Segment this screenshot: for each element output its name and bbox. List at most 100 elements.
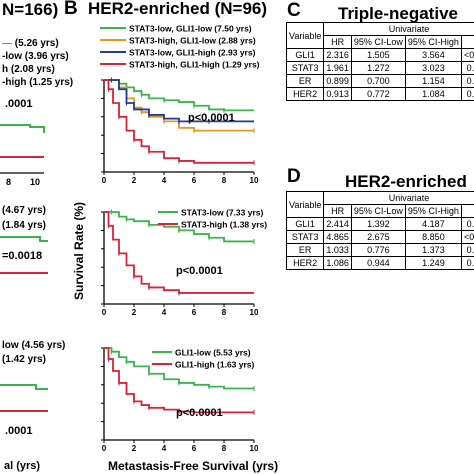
cell-p: 0.826 [460, 243, 474, 257]
panel-a-pvalue-2: =0.0018 [2, 250, 43, 262]
x-tick-label: 8 [222, 444, 227, 453]
cell-hr: 0.899 [323, 74, 352, 88]
panel-a-top-green-curve [0, 124, 45, 133]
cell-ci-low: 1.272 [350, 61, 406, 75]
panel-a-low-green-curve [0, 384, 48, 390]
cell-variable: STAT3 [285, 230, 325, 244]
km-curve-green [104, 79, 254, 112]
cell-ci-high: 1.154 [404, 74, 462, 88]
cell-hr: 2.316 [323, 48, 352, 62]
cell-ci-high: 1.249 [404, 256, 462, 270]
x-tick-label: 8 [222, 308, 227, 317]
x-tick-label: 6 [192, 444, 197, 453]
cell-hr: 1.086 [323, 256, 352, 270]
cell-variable: STAT3 [285, 61, 325, 75]
panel-a-low-legend-2: (1.42 yrs) [2, 354, 46, 365]
cell-variable: HER2 [285, 256, 325, 270]
cell-ci-high: 1.373 [404, 243, 462, 257]
x-tick-label: 2 [132, 444, 137, 453]
cell-ci-low: 0.776 [350, 243, 406, 257]
cell-ci-low: 0.700 [350, 74, 406, 88]
cell-variable: ER [285, 74, 325, 88]
cell-p: 0.400 [460, 74, 474, 88]
cell-hr: 1.033 [323, 243, 352, 257]
panel-b-title: HER2-enriched (N=96) [88, 0, 268, 18]
panel-a-pvalue-3: .0001 [5, 425, 33, 437]
panel-c-letter: C [287, 0, 301, 21]
panel-c-header-ci-low: 95% CI-Low [350, 35, 406, 49]
x-tick-label: 2 [132, 308, 137, 317]
panel-a-low-curves [0, 384, 48, 412]
x-tick-label: 6 [192, 308, 197, 317]
cell-ci-low: 0.944 [350, 256, 406, 270]
p-value-label: p<0.0001 [176, 265, 223, 277]
x-tick-label: 8 [222, 176, 227, 185]
panel-c-title: Triple-negative [338, 4, 458, 23]
cell-p: 0.002 [460, 61, 474, 75]
panel-d-header-ci-low: 95% CI-Low [350, 204, 406, 218]
cell-ci-high: 3.023 [404, 61, 462, 75]
panel-a-mid-green-curve [0, 236, 48, 242]
x-tick-label: 10 [250, 308, 259, 317]
cell-variable: HER2 [285, 87, 325, 101]
legend-label: STAT3-high (1.38 yrs) [181, 220, 267, 230]
p-value-label: p<0.0001 [188, 112, 235, 124]
cell-p: <0.001 [460, 48, 474, 62]
panel-d-header-variable: Variable [285, 191, 325, 218]
cell-variable: GLI1 [285, 217, 325, 231]
panel-a-top-curves [0, 124, 45, 174]
x-tick-label: 4 [162, 444, 167, 453]
km-curve-red [104, 211, 254, 294]
legend-label: STAT3-high, GLI1-low (2.88 yrs) [129, 36, 256, 46]
panel-c-table: Variable Univariate HR 95% CI-Low 95% CI… [285, 22, 474, 101]
x-tick-label: 10 [250, 444, 259, 453]
x-tick-label: 0 [102, 308, 107, 317]
x-tick-label: 4 [162, 308, 167, 317]
x-tick-label: 0 [102, 444, 107, 453]
panel-d-letter: D [287, 166, 301, 187]
panel-d-header-ci-high: 95% CI-High [404, 204, 462, 218]
cell-p: <0.001 [460, 230, 474, 244]
cell-hr: 1.961 [323, 61, 352, 75]
cell-ci-low: 1.505 [350, 48, 406, 62]
panel-c-header-variable: Variable [285, 22, 325, 49]
panel-a-mid-curves [0, 236, 48, 274]
cell-ci-low: 2.675 [350, 230, 406, 244]
legend-label: STAT3-low, GLI1-high (2.93 yrs) [129, 48, 256, 58]
panel-d-header-univariate: Univariate [323, 191, 474, 205]
x-tick-label: 10 [250, 176, 259, 185]
cell-p: 0.002 [460, 217, 474, 231]
legend-label: GLI1-low (5.53 yrs) [175, 348, 251, 358]
panel-a-top-tick-10: 10 [30, 177, 41, 187]
cell-ci-low: 1.392 [350, 217, 406, 231]
cell-ci-high: 1.084 [404, 87, 462, 101]
panel-a-pvalue-1: .0001 [5, 98, 33, 110]
panel-a-legend-2: -low (3.96 yrs) [2, 51, 69, 62]
cell-hr: 4.865 [323, 230, 352, 244]
cell-variable: ER [285, 243, 325, 257]
km-curve-orange [104, 79, 254, 132]
panel-d-table: Variable Univariate HR 95% CI-Low 95% CI… [285, 191, 474, 270]
cell-p: 0.298 [460, 87, 474, 101]
p-value-label: p<0.0001 [176, 407, 223, 419]
panel-c-header-p: p [460, 35, 474, 49]
panel-a-top-tick-8: 8 [6, 177, 12, 187]
panel-a-low-legend-1: low (4.56 yrs) [2, 340, 66, 351]
panel-a-legend-4: -high (1.25 yrs) [2, 77, 74, 88]
cell-hr: 0.913 [323, 87, 352, 101]
panel-c-header-hr: HR [323, 35, 352, 49]
cell-variable: GLI1 [285, 48, 325, 62]
x-tick-label: 0 [102, 176, 107, 185]
panel-a-title-fragment: N=166) [2, 0, 59, 19]
panel-b-letter: B [64, 0, 78, 19]
cell-ci-high: 8.850 [404, 230, 462, 244]
legend-label: STAT3-low (7.33 yrs) [181, 208, 264, 218]
